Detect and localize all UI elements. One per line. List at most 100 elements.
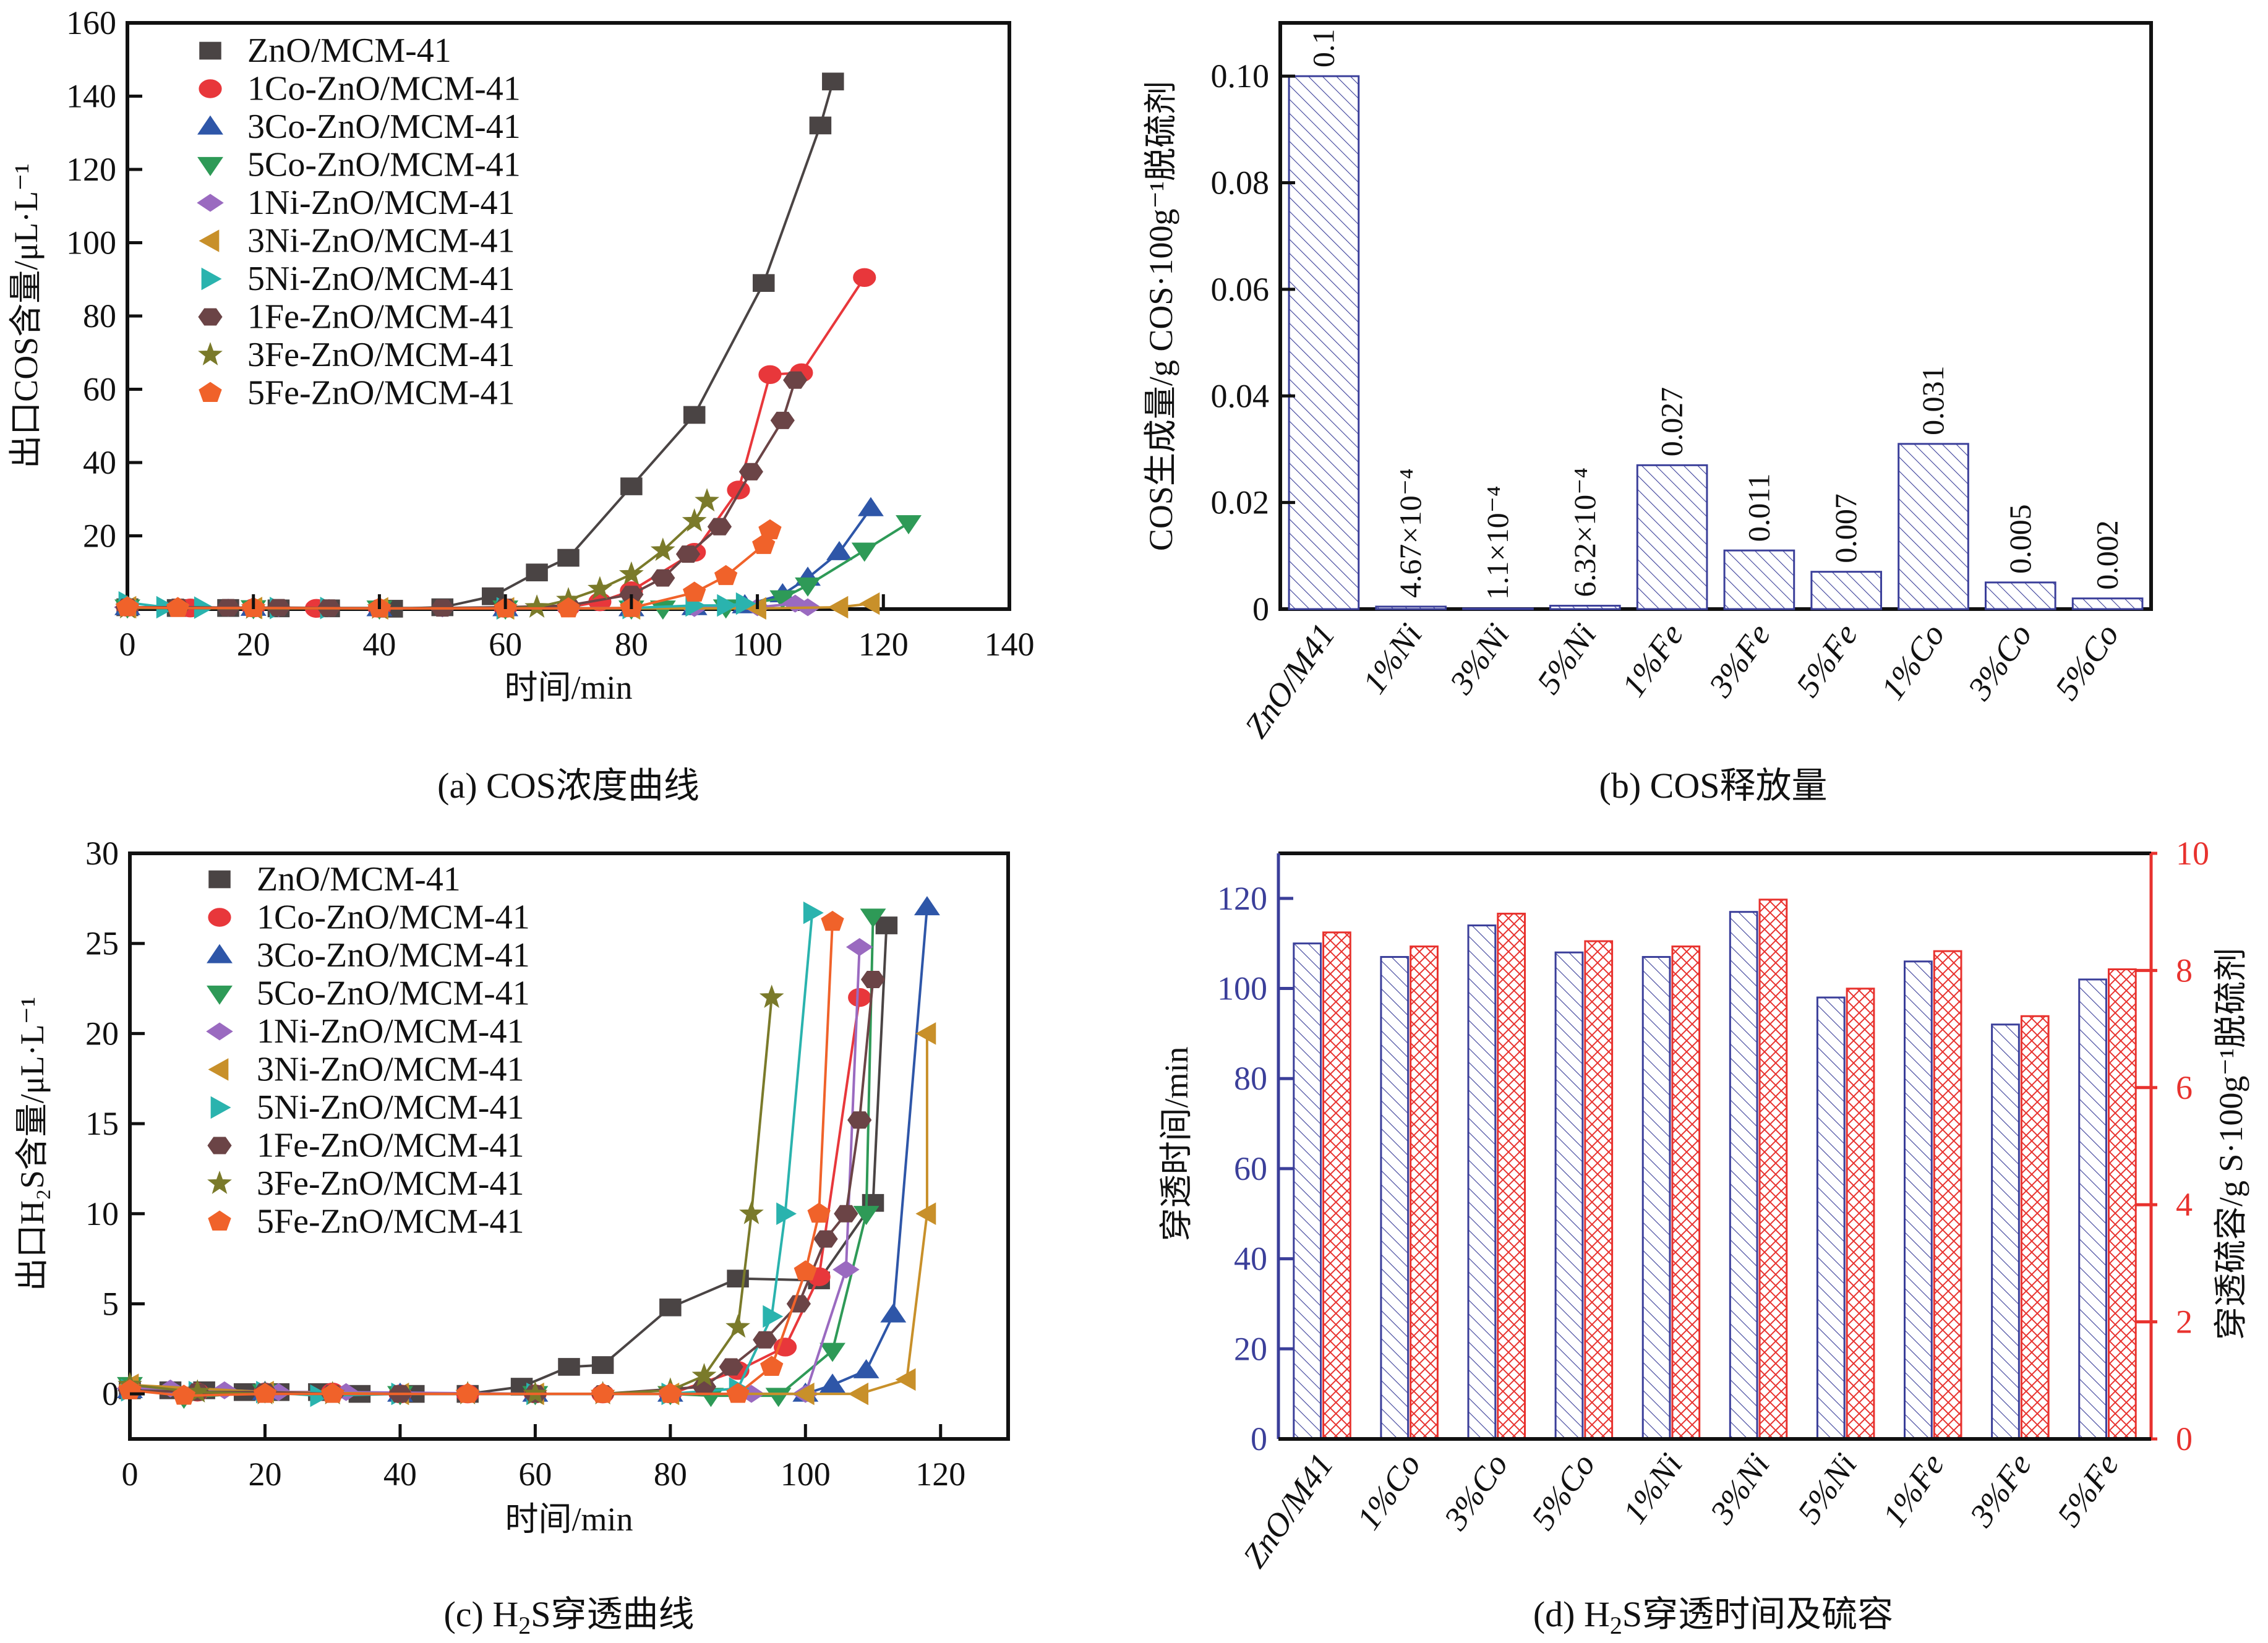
data-point xyxy=(321,1383,344,1403)
legend-marker-icon xyxy=(199,79,222,98)
y-tick-label: 0.10 xyxy=(1211,58,1270,95)
x-category-label: 1%Co xyxy=(1873,617,1952,706)
legend-label: 1Ni-ZnO/MCM-41 xyxy=(247,184,515,222)
legend-marker-icon xyxy=(208,1210,231,1231)
y-tick-label-left: 20 xyxy=(1234,1330,1267,1367)
panel-c-xlabel: 时间/min xyxy=(505,1501,633,1538)
bar-breakthrough-time xyxy=(1991,1023,2020,1440)
series-line xyxy=(129,1033,928,1396)
data-point xyxy=(682,508,707,532)
x-tick-label: 0 xyxy=(119,626,136,663)
legend-marker-icon xyxy=(208,908,231,927)
x-category-label: 5%Ni xyxy=(1530,617,1604,700)
legend-label: 5Ni-ZnO/MCM-41 xyxy=(257,1088,524,1127)
y-tick-label-left: 100 xyxy=(1217,970,1267,1007)
legend-label: 3Ni-ZnO/MCM-41 xyxy=(257,1051,524,1089)
bar-breakthrough-time xyxy=(1380,956,1410,1440)
legend-item: 3Fe-ZnO/MCM-41 xyxy=(207,1164,524,1203)
legend-item: 3Fe-ZnO/MCM-41 xyxy=(198,336,515,374)
bar-data-label: 0.1 xyxy=(1306,29,1340,68)
y-tick-label-left: 0 xyxy=(1251,1420,1267,1457)
legend-item: 3Co-ZnO/MCM-41 xyxy=(207,936,530,975)
series-5fe-zno-mcm-41 xyxy=(118,910,844,1405)
bar-data-label: 0.005 xyxy=(2003,504,2037,574)
data-point xyxy=(691,1363,717,1386)
legend-label: 1Fe-ZnO/MCM-41 xyxy=(257,1127,524,1165)
panel-b-ylabel: COS生成量/g COS·100g⁻¹脱硫剂 xyxy=(1142,81,1179,551)
x-tick-label: 100 xyxy=(781,1456,831,1493)
bar-data-label: 1.1×10⁻⁴ xyxy=(1480,486,1515,600)
panel-d-ylabel-right: 穿透硫容/g S·100g⁻¹脱硫剂 xyxy=(2212,948,2249,1340)
data-point xyxy=(717,594,738,617)
data-point xyxy=(727,480,750,500)
legend-item: 1Co-ZnO/MCM-41 xyxy=(199,70,521,108)
legend-marker-icon xyxy=(199,229,220,252)
data-point xyxy=(803,901,824,924)
x-tick-label: 0 xyxy=(122,1456,139,1493)
x-category-label: 5%Ni xyxy=(1790,1446,1864,1530)
legend-marker-icon xyxy=(199,382,222,403)
legend-label: 3Fe-ZnO/MCM-41 xyxy=(257,1164,524,1203)
bar xyxy=(1462,607,1534,610)
data-point xyxy=(719,1358,743,1376)
bar-sulfur-capacity xyxy=(1671,945,1701,1440)
legend-item: 3Co-ZnO/MCM-41 xyxy=(197,108,521,146)
data-point xyxy=(166,597,190,617)
data-point xyxy=(821,910,844,931)
bar xyxy=(1549,605,1621,610)
data-point xyxy=(848,1382,869,1406)
bar-data-label: 4.67×10⁻⁴ xyxy=(1393,468,1427,598)
data-point xyxy=(557,548,580,567)
x-category-label: 1%Ni xyxy=(1355,617,1429,700)
data-point xyxy=(650,537,675,561)
x-category-label: 5%Co xyxy=(2048,617,2126,706)
y-tick-label: 30 xyxy=(85,835,119,872)
y-tick-label-right: 8 xyxy=(2176,952,2193,989)
data-point xyxy=(896,515,922,535)
legend-marker-icon xyxy=(197,156,223,176)
panel-d-breakthrough-time-capacity: ZnO/M41 1%Co 3%Co 5%Co 1%Ni 3%Ni 5%Ni 1%Fe 3%Fe 5… xyxy=(1158,835,2249,1639)
data-point xyxy=(753,1331,777,1349)
legend-label: 5Fe-ZnO/MCM-41 xyxy=(257,1203,524,1241)
data-point xyxy=(781,594,809,613)
bar xyxy=(1810,571,1883,610)
data-point xyxy=(618,561,644,585)
bar-breakthrough-time xyxy=(1467,924,1497,1440)
y-tick-label: 60 xyxy=(83,371,116,408)
legend-label: 1Co-ZnO/MCM-41 xyxy=(257,898,530,937)
data-point xyxy=(172,1385,196,1405)
y-tick-label: 15 xyxy=(85,1105,119,1142)
x-tick-label: 80 xyxy=(615,626,648,663)
legend-item: 5Co-ZnO/MCM-41 xyxy=(197,146,521,184)
data-point xyxy=(813,1230,838,1248)
data-point xyxy=(707,518,732,536)
data-point xyxy=(456,1383,479,1403)
data-point xyxy=(860,970,886,988)
data-point xyxy=(819,1373,845,1393)
bar-sulfur-capacity xyxy=(1933,950,1962,1440)
legend-item: ZnO/MCM-41 xyxy=(199,32,451,70)
data-point xyxy=(726,1383,750,1403)
bar-sulfur-capacity xyxy=(1758,898,1788,1440)
x-tick-label: 140 xyxy=(985,626,1035,663)
data-point xyxy=(832,1260,860,1279)
data-point xyxy=(794,1260,817,1281)
legend-marker-icon xyxy=(198,308,223,326)
legend-marker-icon xyxy=(206,1022,233,1041)
bar xyxy=(1723,549,1795,610)
x-category-label: 3%Ni xyxy=(1442,617,1517,701)
data-point xyxy=(915,1022,936,1045)
x-category-label: 5%Fe xyxy=(1789,617,1865,703)
legend-marker-icon xyxy=(198,342,223,365)
y-tick-label-left: 80 xyxy=(1234,1060,1267,1097)
legend-marker-icon xyxy=(207,985,233,1005)
data-point xyxy=(875,916,898,934)
data-point xyxy=(826,540,852,560)
y-tick-label: 10 xyxy=(85,1195,119,1232)
data-point xyxy=(895,1368,916,1391)
bar-breakthrough-time xyxy=(2078,978,2107,1440)
x-category-label: 3%Fe xyxy=(1962,1446,2039,1534)
data-point xyxy=(822,72,844,91)
x-category-label: 5%Co xyxy=(1524,1446,1603,1536)
y-tick-label-right: 6 xyxy=(2176,1069,2193,1106)
